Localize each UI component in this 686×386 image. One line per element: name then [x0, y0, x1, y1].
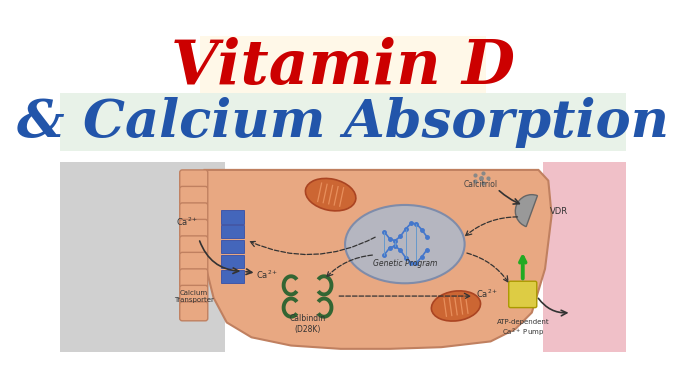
FancyBboxPatch shape	[180, 236, 208, 255]
Ellipse shape	[345, 205, 464, 283]
FancyBboxPatch shape	[221, 255, 244, 268]
Text: Calcium
Transporter: Calcium Transporter	[174, 290, 214, 303]
Text: Ca$^{2+}$: Ca$^{2+}$	[476, 288, 498, 300]
FancyBboxPatch shape	[60, 93, 626, 151]
FancyBboxPatch shape	[180, 285, 208, 304]
Text: Ca$^{2+}$: Ca$^{2+}$	[257, 268, 279, 281]
FancyBboxPatch shape	[60, 162, 225, 352]
FancyBboxPatch shape	[221, 240, 244, 253]
FancyBboxPatch shape	[180, 219, 208, 238]
Text: Calbindin
(D28K): Calbindin (D28K)	[289, 315, 326, 334]
FancyBboxPatch shape	[180, 269, 208, 288]
Text: Vitamin D: Vitamin D	[171, 37, 515, 97]
FancyBboxPatch shape	[180, 170, 208, 189]
FancyBboxPatch shape	[221, 270, 244, 283]
FancyBboxPatch shape	[543, 162, 626, 352]
FancyBboxPatch shape	[180, 302, 208, 321]
Text: VDR: VDR	[550, 207, 568, 217]
Text: & Calcium Absorption: & Calcium Absorption	[17, 96, 669, 147]
FancyBboxPatch shape	[221, 210, 244, 223]
Polygon shape	[204, 170, 552, 349]
FancyBboxPatch shape	[509, 281, 536, 308]
FancyBboxPatch shape	[221, 225, 244, 238]
Text: ATP-dependent
Ca$^{2+}$ Pump: ATP-dependent Ca$^{2+}$ Pump	[497, 319, 549, 339]
Text: Ca$^{2+}$: Ca$^{2+}$	[176, 216, 199, 228]
Ellipse shape	[431, 291, 481, 321]
Wedge shape	[515, 195, 537, 227]
Text: Calcitriol: Calcitriol	[464, 180, 498, 189]
Text: Genetic Program: Genetic Program	[373, 259, 438, 267]
FancyBboxPatch shape	[180, 203, 208, 222]
Ellipse shape	[305, 178, 356, 211]
FancyBboxPatch shape	[180, 252, 208, 271]
FancyBboxPatch shape	[180, 186, 208, 205]
FancyBboxPatch shape	[200, 36, 486, 93]
